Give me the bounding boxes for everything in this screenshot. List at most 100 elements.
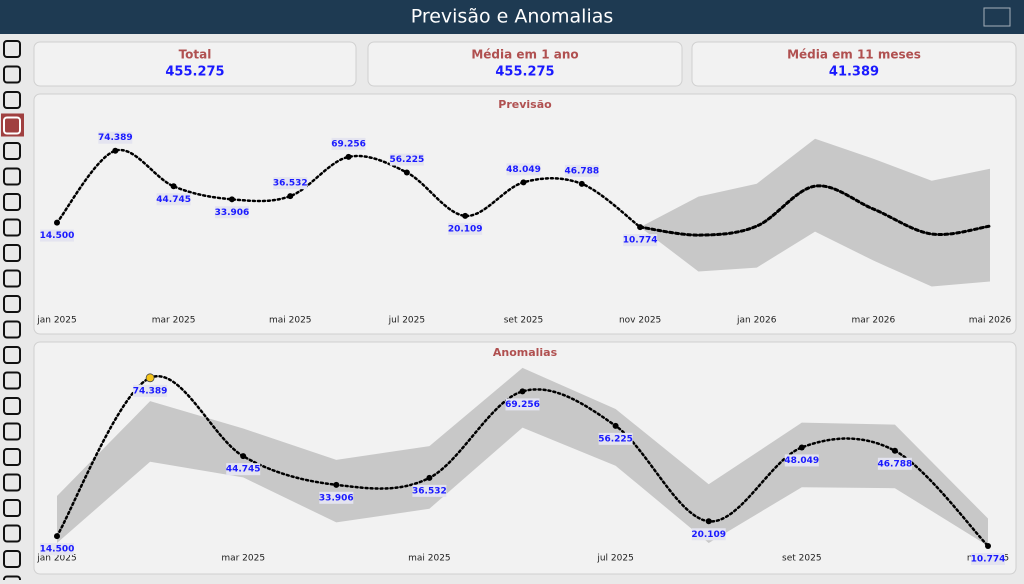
card-label: Média em 1 ano: [471, 48, 578, 62]
data-point: [462, 212, 469, 219]
nav-icon[interactable]: [3, 473, 21, 492]
series-line: [55, 375, 990, 548]
logo: [983, 7, 1011, 27]
nav-icon[interactable]: [3, 422, 21, 441]
data-label-bg: [691, 528, 726, 541]
chart-title: Anomalias: [493, 346, 558, 359]
x-tick-label: jan 2025: [36, 554, 77, 564]
data-label-bg: [505, 398, 540, 411]
data-label: 46.788: [564, 166, 599, 176]
data-point: [112, 147, 119, 154]
data-point: [333, 481, 340, 488]
data-label: 36.532: [412, 486, 447, 496]
data-label: 14.500: [40, 545, 75, 555]
data-point: [54, 533, 60, 540]
nav-icon[interactable]: [3, 167, 21, 186]
data-label-bg: [623, 234, 658, 247]
header-bar: [0, 0, 1024, 34]
data-label: 14.500: [40, 231, 75, 241]
series-line: [638, 184, 992, 237]
data-point: [519, 388, 526, 395]
x-tick-label: jan 2025: [36, 316, 77, 326]
data-point: [426, 474, 433, 481]
nav-icon[interactable]: [3, 346, 21, 364]
sidebar: [1, 40, 24, 584]
data-label-bg: [319, 491, 354, 504]
x-tick-label: mai 2026: [969, 316, 1012, 326]
data-label-bg: [877, 457, 912, 470]
nav-icon[interactable]: [3, 116, 21, 135]
card-value: 41.389: [829, 65, 879, 80]
data-label-bg: [506, 163, 541, 176]
nav-icon[interactable]: [3, 269, 21, 288]
data-label-bg: [40, 543, 74, 556]
data-label: 56.225: [390, 155, 425, 165]
data-label-bg: [226, 463, 261, 476]
nav-icon[interactable]: [3, 295, 21, 313]
anomaly-point: [145, 373, 155, 383]
data-label-bg: [214, 206, 249, 219]
data-label: 33.906: [215, 208, 250, 218]
data-label: 69.256: [331, 139, 366, 149]
x-tick-label: mar 2025: [221, 554, 265, 564]
data-point: [798, 444, 805, 451]
data-label-bg: [98, 131, 133, 144]
nav-icon[interactable]: [3, 142, 21, 160]
data-point: [891, 447, 898, 454]
chart-title: Previsão: [498, 98, 552, 111]
x-tick-label: mar 2025: [152, 316, 196, 326]
nav-icon[interactable]: [3, 320, 21, 339]
nav-icon[interactable]: [3, 65, 21, 84]
data-label-bg: [564, 164, 599, 177]
nav-icon[interactable]: [3, 499, 21, 517]
nav-icon[interactable]: [3, 371, 21, 390]
data-label-bg: [273, 177, 308, 190]
x-tick-label: mar 2026: [852, 316, 896, 326]
data-label: 44.745: [156, 195, 191, 205]
data-label: 44.745: [226, 465, 261, 475]
data-label: 20.109: [448, 224, 483, 234]
nav-icon[interactable]: [3, 193, 21, 211]
data-point: [240, 453, 247, 460]
data-point: [287, 193, 294, 200]
data-label: 74.389: [133, 386, 168, 396]
data-point: [170, 183, 177, 190]
data-point: [612, 422, 619, 429]
x-tick-label: jul 2025: [388, 316, 425, 326]
x-tick-label: mai 2025: [269, 316, 312, 326]
data-point: [54, 219, 60, 226]
nav-icon[interactable]: [3, 575, 21, 584]
data-label: 46.788: [878, 459, 913, 469]
nav-icon[interactable]: [3, 91, 21, 109]
data-point: [705, 518, 712, 525]
data-point: [578, 180, 585, 187]
chart-panel: [33, 341, 1017, 575]
nav-icon[interactable]: [3, 550, 21, 568]
data-point: [985, 542, 991, 549]
data-label-bg: [971, 552, 1005, 565]
data-label: 48.049: [506, 165, 541, 175]
card: [33, 41, 357, 87]
nav-icon[interactable]: [3, 218, 21, 237]
confidence-band: [640, 138, 990, 287]
card-label: Total: [179, 48, 212, 62]
data-point: [403, 169, 410, 176]
nav-icon[interactable]: [3, 397, 21, 415]
data-label: 20.109: [691, 530, 726, 540]
data-label-bg: [133, 384, 168, 397]
x-tick-label: mai 2025: [408, 554, 451, 564]
data-label-bg: [412, 484, 447, 497]
data-label: 48.049: [784, 456, 819, 466]
nav-icon[interactable]: [3, 40, 21, 58]
x-tick-label: jul 2025: [596, 554, 633, 564]
nav-icon[interactable]: [3, 524, 21, 543]
nav-icon[interactable]: [3, 244, 21, 262]
x-tick-label: nov 2025: [619, 316, 661, 326]
data-label-bg: [389, 153, 424, 166]
data-label-bg: [784, 454, 819, 467]
nav-icon[interactable]: [3, 448, 21, 466]
data-point: [520, 179, 527, 186]
x-tick-label: jan 2026: [736, 316, 777, 326]
